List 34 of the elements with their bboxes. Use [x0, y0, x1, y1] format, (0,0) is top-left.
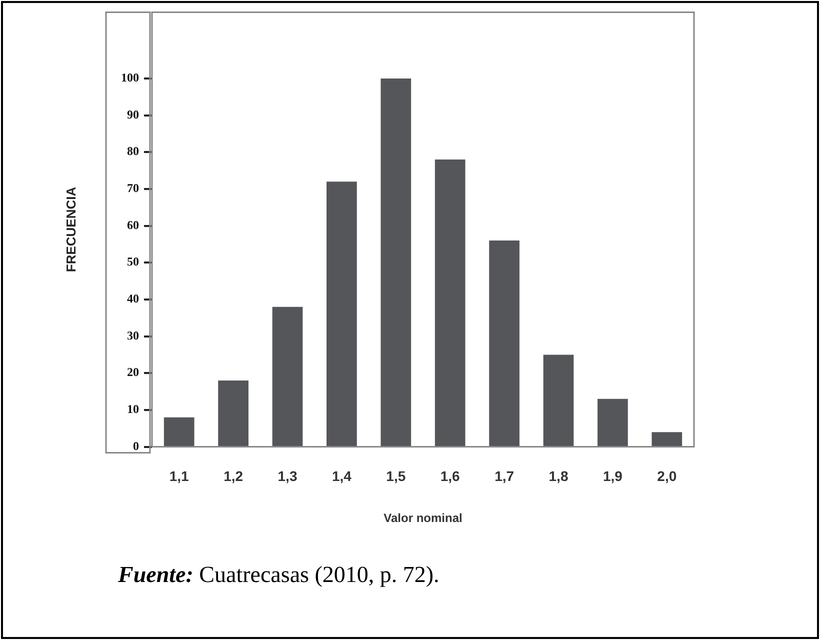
bar — [489, 240, 520, 446]
source-note: Fuente: Cuatrecasas (2010, p. 72). — [118, 562, 440, 588]
y-tick-label: 90 — [127, 107, 139, 122]
y-tick-label: 100 — [121, 70, 139, 85]
x-tick-label: 1,1 — [169, 468, 190, 484]
bar — [164, 417, 194, 446]
y-tick-label: 10 — [127, 402, 139, 416]
bar — [652, 432, 682, 446]
y-tick-label: 80 — [127, 144, 139, 158]
bar — [598, 398, 628, 446]
x-tick-label: 1,9 — [602, 468, 623, 484]
bar — [272, 306, 303, 446]
y-tick-label: 50 — [127, 254, 139, 269]
y-tick-label: 40 — [127, 292, 139, 306]
y-axis-title: FRECUENCIA — [63, 186, 78, 272]
x-tick-label: 1,4 — [332, 468, 352, 484]
x-tick-label: 1,8 — [548, 468, 568, 484]
bar — [326, 182, 357, 446]
x-tick-label: 2,0 — [657, 468, 677, 484]
y-tick-label: 0 — [133, 438, 139, 453]
bar — [218, 380, 248, 446]
bar — [543, 354, 574, 446]
x-tick-label: 1,6 — [440, 468, 460, 484]
x-tick-label: 1,7 — [494, 468, 514, 484]
y-tick-label: 20 — [127, 365, 139, 380]
bar — [380, 78, 412, 446]
y-tick-label: 30 — [127, 328, 139, 342]
bar — [434, 160, 466, 446]
x-tick-label: 1,3 — [278, 468, 298, 484]
x-axis-title: Valor nominal — [384, 511, 462, 526]
x-tick-label: 1,2 — [224, 468, 244, 484]
x-tick-label: 1,5 — [386, 468, 406, 484]
y-tick-label: 70 — [127, 181, 139, 196]
y-tick-label: 60 — [127, 218, 139, 232]
